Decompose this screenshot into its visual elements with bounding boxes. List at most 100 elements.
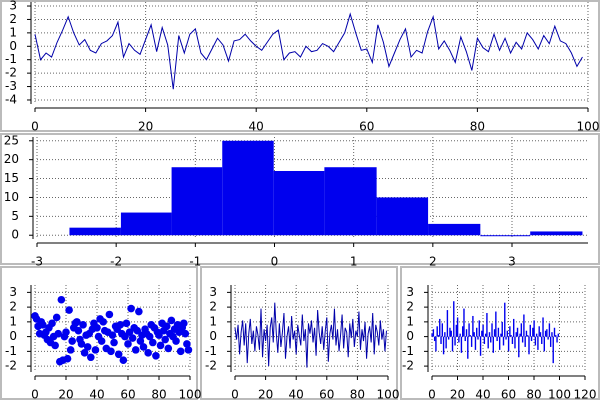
bar [534,336,537,346]
scatter-point [172,337,180,345]
scatter-point [162,322,171,331]
y-tick-label: 3 [9,0,17,13]
scatter-point [105,310,114,319]
panel-frame [0,0,600,132]
y-tick-label: -1 [205,344,217,358]
x-tick-label: 3 [508,255,516,269]
bar [479,336,482,356]
y-tick-label: -3 [5,79,17,93]
bar [552,336,554,364]
y-tick-label: -2 [205,359,217,373]
scatter-point [93,323,101,332]
bar [548,323,551,337]
bar [462,326,464,337]
bar [535,333,538,337]
bar [437,335,440,337]
bar [460,336,463,353]
bar [482,324,484,337]
bar [441,323,443,337]
scatter-point [131,346,140,354]
y-tick-label: 0 [9,39,17,53]
bar [477,336,479,340]
scatter-point [99,318,107,326]
scatter-point [110,338,118,347]
bar [456,317,459,337]
bar [497,327,500,337]
scatter-point [152,351,160,360]
y-tick-label: 0 [11,228,19,242]
bar [505,336,507,340]
bar [442,336,445,355]
bar [484,333,487,337]
scatter-point [114,350,123,359]
bar [539,332,542,337]
bar [459,333,461,337]
bar [496,336,498,342]
y-tick-label: 20 [4,152,19,166]
bar [473,332,475,337]
bar [514,336,516,349]
bar [451,336,454,352]
histogram-bar [324,167,377,236]
scatter-point [122,319,131,328]
scatter-point [127,304,135,313]
panel-frame [0,133,600,265]
y-tick-label: 5 [11,209,19,223]
scatter-point [62,328,70,336]
x-tick-label: 60 [319,388,334,400]
bar [543,336,545,352]
x-tick-label: -2 [110,255,122,269]
bar [553,327,556,337]
scatter-point [80,349,89,357]
bar [529,324,531,337]
y-tick-label: 1 [406,314,414,328]
scatter-point [161,335,169,344]
bar [549,336,552,347]
scatter-point [136,337,145,345]
x-tick-label: -1 [189,255,201,269]
bar [502,336,505,346]
x-tick-label: 120 [574,388,597,400]
y-tick-label: 25 [4,133,19,147]
scatter-point [181,329,190,338]
x-tick-label: 40 [89,388,104,400]
scatter-point [97,337,106,345]
bar [551,332,553,337]
x-tick-label: 100 [548,388,571,400]
y-tick-label: -1 [5,52,17,66]
scatter-point [83,343,92,351]
bar [532,327,534,337]
bar [490,336,492,343]
y-tick-label: 0 [406,329,414,343]
scatter-point [52,313,61,322]
scatter-point [66,346,75,354]
line [34,12,583,90]
scatter-point [51,341,59,350]
bar [440,336,442,344]
y-tick-label: -1 [5,344,17,358]
bar [458,336,460,343]
scatter-point [79,321,87,329]
x-tick-label: 0 [231,388,239,400]
x-tick-label: 2 [429,255,437,269]
bar [491,323,493,337]
bar [474,336,477,350]
y-tick-label: 2 [9,12,17,26]
bar [506,330,509,337]
bar [556,336,558,343]
x-tick-label: 60 [501,388,516,400]
bar [524,336,526,347]
bar [511,336,514,344]
x-tick-label: 40 [249,120,264,134]
scatter-point [167,316,176,325]
bar [449,327,451,337]
x-tick-label: 80 [151,388,166,400]
y-tick-label: 3 [9,285,17,299]
bar [472,315,474,337]
bar [454,336,456,346]
bar [520,323,523,337]
x-tick-label: 20 [138,120,153,134]
bar [492,336,494,353]
bar [470,336,473,347]
bar [507,336,510,352]
